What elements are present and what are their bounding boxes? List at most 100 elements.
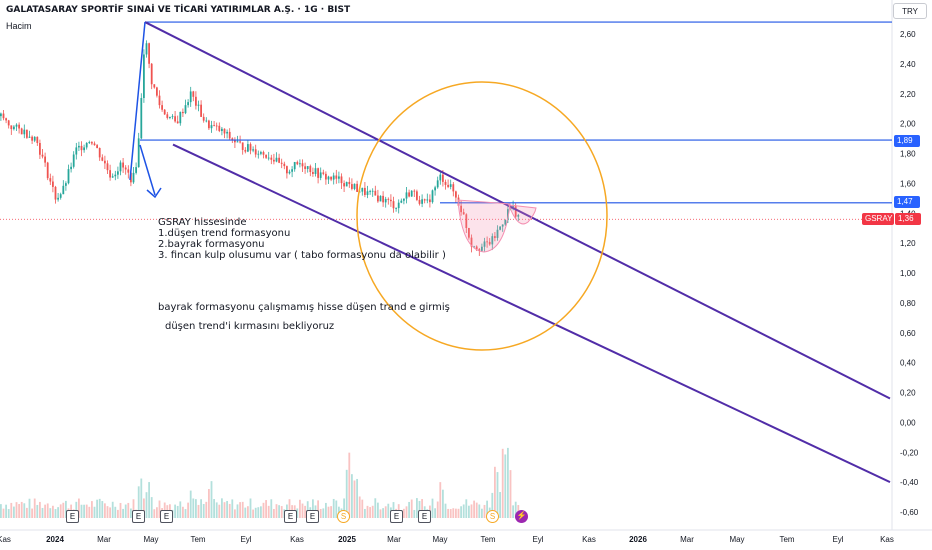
- candle-body: [65, 183, 67, 186]
- volume-bar: [124, 504, 127, 518]
- candle-body: [18, 124, 20, 129]
- y-tick-label: 0,40: [900, 359, 916, 368]
- note-line: 2.bayrak formasyonu: [158, 239, 265, 250]
- volume-bar: [57, 507, 59, 518]
- volume-bar: [405, 506, 408, 518]
- candle-body: [481, 246, 483, 251]
- candle-body: [413, 190, 416, 192]
- earnings-event-icon[interactable]: E: [284, 510, 297, 523]
- currency-button[interactable]: TRY: [893, 3, 927, 19]
- candle-body: [278, 157, 280, 163]
- volume-bar: [348, 452, 351, 518]
- volume-bar: [345, 469, 348, 518]
- candle-body: [444, 181, 447, 185]
- candle-body: [483, 241, 486, 247]
- volume-bar: [514, 501, 517, 518]
- earnings-event-icon[interactable]: E: [418, 510, 431, 523]
- candle-body: [371, 190, 374, 192]
- candle-body: [514, 206, 517, 217]
- candle-body: [452, 184, 455, 192]
- candle-body: [72, 154, 75, 167]
- candle-body: [176, 121, 179, 124]
- volume-bar: [150, 497, 153, 518]
- candle-body: [369, 191, 371, 192]
- x-tick-label: Tem: [190, 535, 205, 544]
- candle-body: [436, 180, 439, 188]
- volume-bar: [262, 502, 265, 518]
- volume-bar: [75, 501, 78, 518]
- candle-body: [44, 156, 46, 163]
- volume-bar: [7, 509, 10, 518]
- candle-body: [26, 129, 28, 138]
- candle-body: [57, 197, 59, 200]
- volume-bar: [114, 506, 117, 518]
- earnings-event-icon[interactable]: E: [160, 510, 173, 523]
- volume-bar: [88, 506, 91, 518]
- candle-body: [309, 166, 312, 173]
- volume-bar: [410, 499, 413, 518]
- volume-bar: [439, 482, 442, 518]
- volume-bar: [444, 503, 447, 518]
- y-tick-label: 2,00: [900, 120, 916, 129]
- candle-body: [356, 183, 358, 192]
- last-price-tag: 1,36: [895, 213, 921, 225]
- candle-body: [218, 125, 221, 132]
- candle-body: [280, 162, 283, 164]
- x-tick-label: Eyl: [240, 535, 251, 544]
- candle-body: [195, 96, 197, 106]
- earnings-event-icon[interactable]: E: [66, 510, 79, 523]
- volume-bar: [195, 499, 197, 518]
- chart-title: GALATASARAY SPORTİF SINAİ VE TİCARİ YATI…: [6, 5, 351, 15]
- candle-body: [119, 162, 122, 172]
- earnings-event-icon[interactable]: E: [390, 510, 403, 523]
- candle-body: [104, 160, 106, 164]
- volume-bar: [111, 501, 114, 518]
- candle-body: [306, 166, 309, 169]
- earnings-event-icon[interactable]: E: [132, 510, 145, 523]
- candle-body: [301, 163, 304, 167]
- volume-bar: [457, 508, 460, 518]
- volume-bar: [101, 501, 104, 518]
- volume-bar: [319, 508, 322, 518]
- candle-body: [273, 159, 275, 162]
- y-tick-label: 0,20: [900, 389, 916, 398]
- candle-body: [109, 170, 111, 178]
- candle-body: [140, 98, 143, 139]
- candle-body: [7, 120, 10, 126]
- candle-body: [390, 199, 392, 202]
- x-tick-label: Tem: [779, 535, 794, 544]
- candle-body: [387, 198, 390, 200]
- volume-bar: [98, 498, 101, 518]
- candle-body: [5, 118, 7, 121]
- candle-body: [85, 142, 88, 148]
- earnings-event-icon[interactable]: E: [306, 510, 319, 523]
- candle-body: [161, 105, 163, 110]
- volume-bar: [122, 508, 124, 518]
- volume-bar: [176, 505, 179, 518]
- candle-body: [148, 43, 150, 64]
- volume-bar: [273, 508, 275, 518]
- split-event-icon[interactable]: S: [486, 510, 499, 523]
- volume-bar: [59, 504, 62, 518]
- note-line: 1.düşen trend formasyonu: [158, 228, 291, 239]
- candle-body: [143, 54, 145, 99]
- volume-bar: [31, 508, 33, 518]
- split-event-icon[interactable]: S: [337, 510, 350, 523]
- candle-body: [335, 175, 338, 179]
- candle-body: [343, 183, 345, 187]
- flash-event-icon[interactable]: ⚡: [515, 510, 528, 523]
- volume-bar: [296, 508, 299, 518]
- volume-bar: [501, 448, 504, 518]
- candle-body: [46, 162, 49, 179]
- candle-body: [106, 163, 109, 171]
- candle-body: [132, 172, 135, 183]
- flagpole-line: [129, 21, 146, 181]
- volume-bar: [449, 509, 452, 518]
- symbol-tag[interactable]: GSRAY: [862, 213, 894, 225]
- candle-body: [304, 166, 306, 169]
- y-tick-label: -0,60: [900, 508, 919, 517]
- candle-body: [2, 113, 5, 119]
- candle-body: [338, 176, 340, 179]
- candle-body: [83, 147, 85, 151]
